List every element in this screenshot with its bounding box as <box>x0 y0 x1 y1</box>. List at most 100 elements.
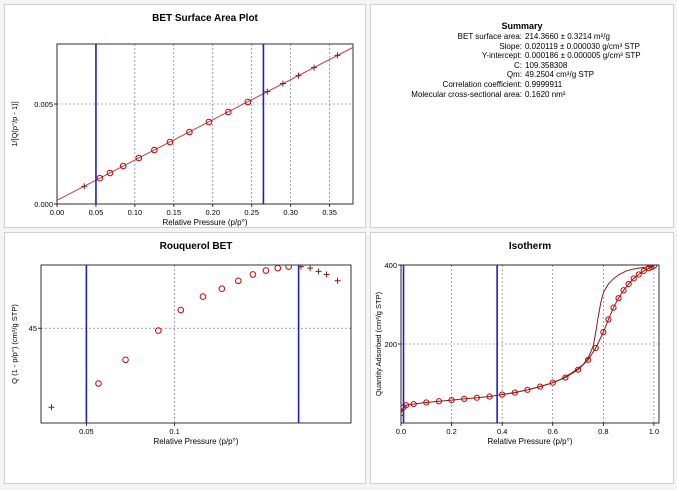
y-tick-label: 0.000 <box>34 200 53 209</box>
x-tick-label: 0.6 <box>548 427 558 436</box>
summary-label: Y-intercept: <box>481 51 522 61</box>
x-tick-label: 0.20 <box>205 208 220 217</box>
data-point <box>225 108 232 116</box>
data-point <box>630 275 637 282</box>
data-point <box>235 277 242 285</box>
x-tick-label: 0.30 <box>283 208 298 217</box>
fit-line <box>57 46 353 201</box>
data-point-plus <box>81 183 88 190</box>
data-point <box>262 267 270 274</box>
data-point <box>592 344 599 352</box>
rouquerol-bet-plot: Rouquerol BET 0.05 0.1 45 Relative Pressure … <box>10 241 352 446</box>
x-axis-label: Relative Pressure (p/p°) <box>487 437 572 446</box>
summary-value: 0.000186 ± 0.000005 g/cm³ STP <box>525 51 641 61</box>
data-point <box>537 383 544 390</box>
data-point-plus <box>295 72 302 79</box>
x-tick-label: 0.4 <box>497 427 507 436</box>
data-point <box>119 162 127 170</box>
data-point <box>423 399 430 406</box>
data-point <box>524 386 531 393</box>
plot-area <box>400 264 660 424</box>
chart-title: BET Surface Area Plot <box>152 13 258 24</box>
x-tick-label: 1.0 <box>649 427 659 436</box>
data-point <box>285 265 292 270</box>
data-point <box>244 98 252 106</box>
summary-value: 49.2504 cm³/g STP <box>525 70 594 80</box>
x-tick-label: 0.15 <box>167 208 182 217</box>
bet-surface-area-plot: BET Surface Area Plot 0.00 0.05 0.10 0.15 0.2… <box>10 13 354 227</box>
y-axis-label: Q (1 - p/p°) (cm³/g STP) <box>10 304 19 384</box>
data-point <box>151 146 158 154</box>
summary-label: C: <box>514 60 522 70</box>
summary-value: 109.358308 <box>525 60 568 70</box>
data-point <box>96 174 104 182</box>
x-tick-label: 0.05 <box>89 208 104 217</box>
y-tick-label: 0.005 <box>34 100 53 109</box>
data-point <box>205 118 213 126</box>
summary-title: Summary <box>501 21 543 31</box>
data-point <box>166 138 174 146</box>
bet-plot-panel: BET Surface Area Plot 0.00 0.05 0.10 0.15 0.2… <box>4 4 366 228</box>
x-tick-label: 0.8 <box>598 427 608 436</box>
data-point <box>625 280 632 288</box>
chart-title: Rouquerol BET <box>160 241 233 252</box>
data-point <box>549 379 556 386</box>
data-point-plus <box>307 265 314 272</box>
x-tick-label: 0.10 <box>128 208 143 217</box>
data-point <box>410 400 417 408</box>
data-point <box>635 271 642 278</box>
data-point-plus <box>323 271 330 278</box>
x-axis-label: Relative Pressure (p/p°) <box>162 218 247 227</box>
x-axis-label: Relative Pressure (p/p°) <box>153 437 238 446</box>
data-point <box>274 265 282 272</box>
y-tick-label: 45 <box>29 324 37 333</box>
summary-value: 214.3660 ± 0.3214 m²/g <box>525 32 610 41</box>
data-point <box>155 327 162 334</box>
data-point <box>199 293 207 300</box>
data-point-plus <box>334 52 341 59</box>
x-tick-label: 0.35 <box>322 208 337 217</box>
summary-panel: Summary BET surface area: 214.3660 ± 0.32… <box>370 4 674 228</box>
summary-label: Molecular cross-sectional area: <box>411 89 522 99</box>
data-point <box>610 304 617 311</box>
data-point <box>186 128 193 136</box>
plot-data <box>401 265 658 423</box>
data-point-plus <box>334 277 341 284</box>
data-point <box>95 380 102 387</box>
data-point <box>640 267 647 275</box>
data-point-plus <box>311 64 318 71</box>
data-point <box>461 395 468 403</box>
desorption-line <box>502 265 655 396</box>
summary-value: 0.1620 nm² <box>525 89 566 99</box>
rouquerol-panel: Rouquerol BET 0.05 0.1 45 Relative Pressure … <box>4 232 366 484</box>
data-point <box>605 316 612 323</box>
isotherm-plot: Isotherm 0.0 0.2 0.4 0.6 0.8 1.0 200 400 Relative… <box>374 241 660 446</box>
data-point-plus <box>279 80 286 87</box>
x-tick-label: 0.25 <box>244 208 259 217</box>
data-point <box>486 393 493 400</box>
data-point <box>106 169 114 177</box>
plot-area <box>56 43 354 205</box>
data-point <box>435 398 443 405</box>
y-axis-label: Quantity Adsorbed (cm³/g STP) <box>374 291 383 396</box>
x-tick-label: 0.1 <box>169 427 179 436</box>
x-tick-label: 0.05 <box>79 427 94 436</box>
plot-data <box>57 44 353 204</box>
plot-data <box>48 265 341 423</box>
summary-value: 0.020119 ± 0.000030 g/cm³ STP <box>525 41 640 51</box>
data-point-plus <box>264 88 271 95</box>
data-point <box>600 329 607 336</box>
summary-label: Slope: <box>499 41 522 51</box>
x-tick-label: 0.00 <box>50 208 65 217</box>
data-point-plus <box>48 404 55 411</box>
data-point <box>448 396 455 404</box>
data-point <box>249 271 257 278</box>
summary-label: BET surface area: <box>457 32 522 41</box>
summary-value: 0.9999911 <box>525 80 563 89</box>
adsorption-line <box>401 265 655 414</box>
summary-label: Correlation coefficient: <box>442 80 522 89</box>
data-point <box>135 154 143 162</box>
plot-area <box>40 264 352 424</box>
y-tick-label: 400 <box>384 261 397 270</box>
